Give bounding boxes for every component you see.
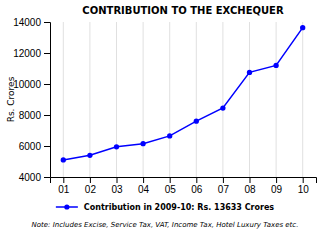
x-tick-mark: [276, 177, 277, 183]
grid-line: [222, 22, 223, 177]
x-tick-mark: [90, 177, 91, 183]
x-tick-label: 08: [244, 184, 256, 195]
x-tick-label: 05: [165, 184, 177, 195]
plot: 01 02 03 04 05 06 07 08 09 10 4000 6000 8000 10000 120…: [13, 17, 316, 195]
point: [220, 105, 225, 110]
x-tick: 07: [218, 177, 230, 195]
point: [194, 119, 199, 124]
y-tick-mark: [44, 146, 50, 147]
point: [167, 133, 172, 138]
x-tick: 03: [111, 177, 123, 195]
y-axis-line: [44, 23, 51, 178]
y-tick-mark: [44, 22, 50, 23]
point: [114, 144, 119, 149]
grid-line: [276, 22, 277, 177]
y-tick: 12000: [13, 48, 50, 59]
x-tick-mark: [223, 177, 224, 183]
grid: [63, 22, 302, 177]
x-tick-label: 10: [298, 184, 310, 195]
legend-label: Contribution in 2009-10: Rs. 13633 Crore…: [84, 203, 275, 212]
y-tick-mark: [44, 177, 50, 178]
x-tick-label: 06: [191, 184, 203, 195]
title: CONTRIBUTION TO THE EXCHEQUER: [82, 5, 284, 16]
point: [140, 141, 145, 146]
grid-line: [116, 22, 117, 177]
x-tick-label: 07: [218, 184, 230, 195]
y-tick-mark: [44, 53, 50, 54]
x-tick: 10: [298, 177, 310, 195]
x-tick: 05: [165, 177, 177, 195]
point: [273, 63, 278, 68]
x-axis: 01 02 03 04 05 06 07 08 09 10: [51, 177, 317, 195]
x-tick-mark: [143, 177, 144, 183]
legend-marker: [64, 204, 69, 209]
y-axis: 4000 6000 8000 10000 12000 14000: [13, 17, 50, 183]
y-tick-mark: [44, 115, 50, 116]
y-tick: 4000: [19, 172, 50, 183]
point: [61, 157, 66, 162]
y-tick: 6000: [19, 141, 50, 152]
x-tick: 02: [85, 177, 97, 195]
x-tick-mark: [63, 177, 64, 183]
point: [300, 25, 305, 30]
chart: 01 02 03 04 05 06 07 08 09 10 4000 6000 8000 10000 120…: [0, 0, 330, 231]
y-tick-label: 4000: [19, 172, 42, 183]
y-tick-label: 6000: [19, 141, 42, 152]
grid-line: [169, 22, 170, 177]
point: [87, 153, 92, 158]
x-axis-line: [51, 178, 317, 184]
x-tick-mark: [303, 177, 304, 183]
grid-line: [143, 22, 144, 177]
legend: Contribution in 2009-10: Rs. 13633 Crore…: [56, 203, 275, 212]
x-tick-label: 01: [58, 184, 70, 195]
x-tick: 01: [58, 177, 70, 195]
y-tick-label: 8000: [19, 110, 42, 121]
point: [247, 70, 252, 75]
x-tick-label: 02: [85, 184, 97, 195]
y-tick: 8000: [19, 110, 50, 121]
y-tick-label: 10000: [13, 79, 41, 90]
legend-item: Contribution in 2009-10: Rs. 13633 Crore…: [56, 203, 275, 212]
x-tick-label: 09: [271, 184, 283, 195]
x-tick: 09: [271, 177, 283, 195]
x-tick-label: 03: [111, 184, 123, 195]
y-tick-mark: [44, 84, 50, 85]
y-axis-title: Rs. Crores: [6, 76, 16, 122]
grid-line: [249, 22, 250, 177]
x-tick: 06: [191, 177, 203, 195]
y-tick-label: 14000: [13, 17, 41, 28]
x-tick-mark: [117, 177, 118, 183]
x-tick: 04: [138, 177, 150, 195]
x-tick-label: 04: [138, 184, 150, 195]
y-tick-label: 12000: [13, 48, 41, 59]
x-tick: 08: [244, 177, 256, 195]
grid-line: [63, 22, 64, 177]
grid-line: [302, 22, 303, 177]
line: [63, 28, 302, 160]
x-tick-mark: [170, 177, 171, 183]
x-tick-mark: [196, 177, 197, 183]
marks: [61, 25, 306, 163]
y-tick: 10000: [13, 79, 50, 90]
grid-line: [196, 22, 197, 177]
x-tick-mark: [250, 177, 251, 183]
y-tick: 14000: [13, 17, 50, 28]
note: Note: Includes Excise, Service Tax, VAT,…: [32, 221, 299, 229]
